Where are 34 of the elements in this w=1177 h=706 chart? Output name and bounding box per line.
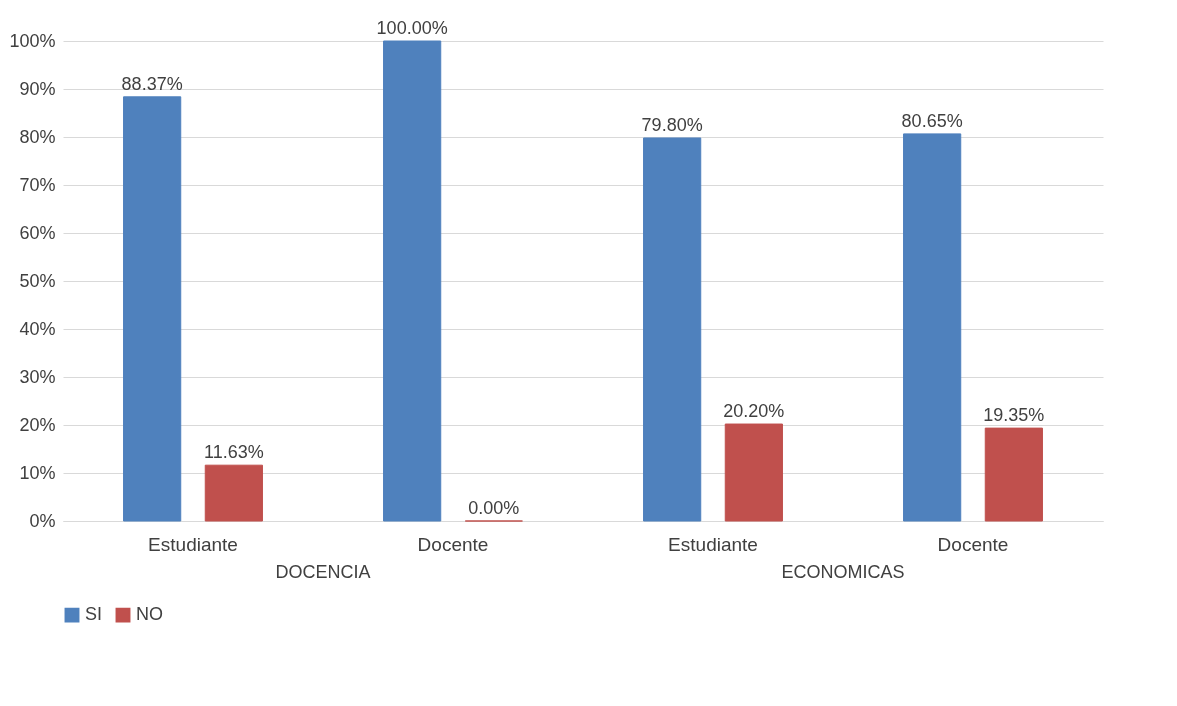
y-tick-label: 70% xyxy=(19,174,56,195)
y-tick-label: 10% xyxy=(19,462,56,483)
y-tick-label: 20% xyxy=(19,414,56,435)
legend-label: NO xyxy=(136,604,163,625)
bar xyxy=(984,427,1043,522)
y-tick-label: 90% xyxy=(19,78,56,99)
bar xyxy=(903,133,962,522)
text: ECONOMICAS xyxy=(781,562,905,582)
data-label: 11.63% xyxy=(204,442,264,463)
legend-label: SI xyxy=(85,604,103,625)
data-label: 88.37% xyxy=(121,73,183,94)
x-tick-label: Docente xyxy=(937,533,1009,555)
y-tick-label: 100% xyxy=(9,30,56,51)
y-tick-label: 40% xyxy=(19,318,56,339)
y-tick-label: 30% xyxy=(19,366,56,387)
data-label: 20.20% xyxy=(723,401,785,422)
data-label: 100.00% xyxy=(376,18,448,38)
data-label: 0.00% xyxy=(468,498,520,518)
data-label: 19.35% xyxy=(983,405,1045,426)
bar xyxy=(643,137,702,522)
y-tick-label: 80% xyxy=(19,126,56,147)
x-tick-label: Estudiante xyxy=(148,533,238,555)
y-tick-label: 60% xyxy=(19,222,56,243)
text: DOCENCIA xyxy=(275,562,371,582)
data-label: 79.80% xyxy=(641,114,703,135)
y-tick-label: 50% xyxy=(19,270,56,291)
bar xyxy=(204,464,263,522)
bar xyxy=(724,423,783,522)
bar xyxy=(123,96,182,522)
y-tick-label: 0% xyxy=(29,510,56,531)
x-tick-label: Estudiante xyxy=(668,533,758,555)
bar xyxy=(383,40,442,522)
x-tick-label: Docente xyxy=(417,533,489,555)
data-label: 80.65% xyxy=(901,110,963,131)
